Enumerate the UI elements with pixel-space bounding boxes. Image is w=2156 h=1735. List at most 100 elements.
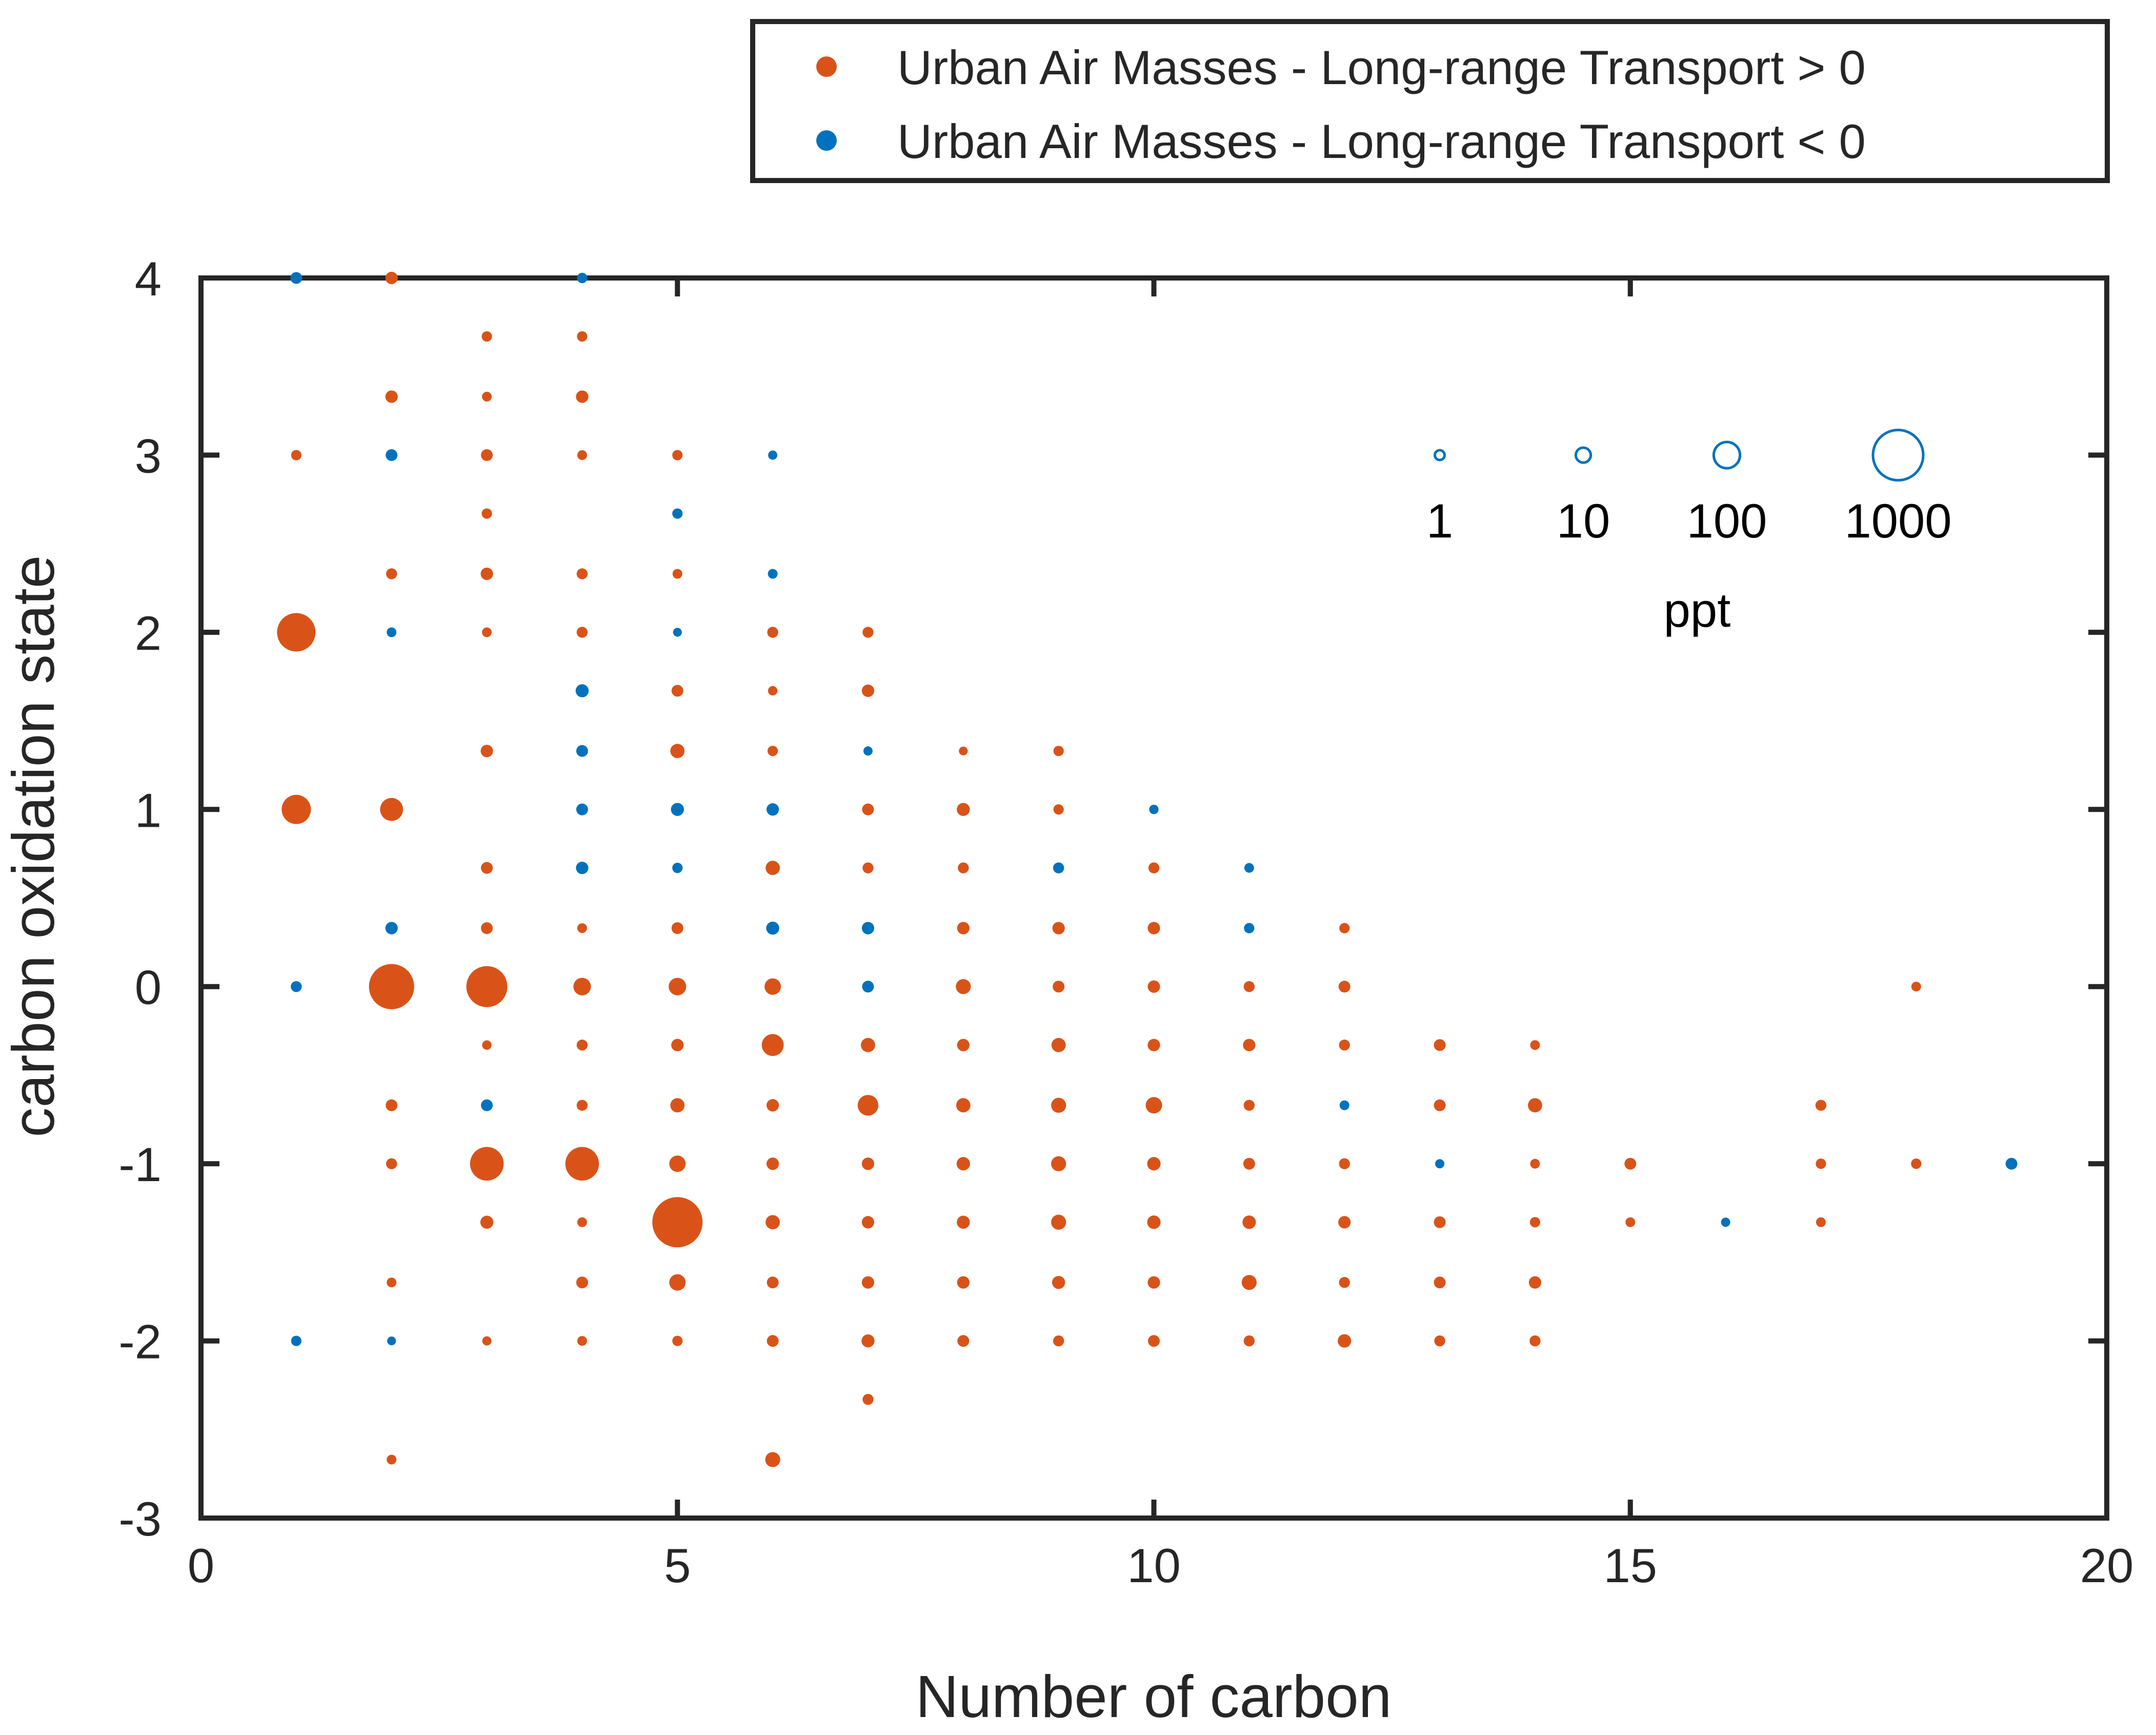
data-point-positive xyxy=(652,1197,703,1248)
data-point-positive xyxy=(1338,981,1351,993)
x-tick-label: 10 xyxy=(1127,1539,1181,1592)
size-legend: ppt 1 10 100 1000 xyxy=(1426,428,1952,637)
data-point-positive xyxy=(1530,1159,1540,1169)
data-point-positive xyxy=(481,331,492,342)
data-point-positive xyxy=(380,797,404,821)
data-point-positive xyxy=(576,568,588,580)
data-point-positive xyxy=(767,1099,779,1112)
data-point-negative xyxy=(1435,1159,1445,1169)
data-point-positive xyxy=(672,1335,683,1346)
data-point-positive xyxy=(862,862,874,873)
data-point-positive xyxy=(765,1215,780,1230)
x-tick-label: 0 xyxy=(188,1539,214,1592)
data-point-positive xyxy=(281,794,311,824)
data-point-positive xyxy=(1053,804,1064,815)
data-point-negative xyxy=(672,508,683,519)
y-tick-label: 0 xyxy=(135,961,162,1014)
data-point-positive xyxy=(386,568,397,580)
data-point-positive xyxy=(1529,1217,1540,1228)
data-point-positive xyxy=(1243,1100,1255,1111)
data-point-negative xyxy=(1149,805,1159,814)
data-point-positive xyxy=(1243,981,1255,992)
y-tick-label: -2 xyxy=(118,1315,162,1369)
data-point-positive xyxy=(1816,1217,1826,1227)
data-point-positive xyxy=(577,1217,587,1227)
data-point-positive xyxy=(1147,922,1160,934)
data-point-positive xyxy=(1339,1158,1350,1169)
data-point-positive xyxy=(1434,1277,1446,1289)
data-point-positive xyxy=(861,1334,875,1348)
data-point-positive xyxy=(577,1336,587,1346)
data-point-positive xyxy=(1529,1335,1541,1347)
y-axis-title: carbon oxidation state xyxy=(0,555,67,1138)
data-point-positive xyxy=(1242,1215,1256,1229)
data-point-positive xyxy=(482,1040,492,1050)
data-point-positive xyxy=(1243,1335,1255,1347)
data-point-positive xyxy=(767,627,778,638)
data-point-negative xyxy=(861,922,875,934)
data-point-positive xyxy=(1530,1040,1540,1050)
data-point-positive xyxy=(1339,1040,1350,1051)
data-point-positive xyxy=(482,1336,492,1346)
data-point-positive xyxy=(576,1040,588,1051)
data-point-negative xyxy=(577,272,588,284)
data-point-positive xyxy=(768,686,778,696)
data-point-positive xyxy=(1148,862,1160,873)
data-point-negative xyxy=(863,746,873,756)
data-point-positive xyxy=(956,1157,970,1171)
size-legend-circle xyxy=(1712,441,1742,470)
data-point-positive xyxy=(369,964,414,1009)
data-point-positive xyxy=(470,1147,504,1181)
data-point-positive xyxy=(1339,923,1350,933)
x-tick-labels: 0 5 10 15 20 xyxy=(188,1539,2133,1592)
size-legend-circle xyxy=(1434,449,1446,462)
data-point-positive xyxy=(669,1155,686,1172)
size-legend-label: 1 xyxy=(1426,494,1453,548)
size-legend-unit: ppt xyxy=(1664,583,1731,637)
data-point-negative xyxy=(671,803,684,816)
data-point-positive xyxy=(291,450,301,461)
data-point-negative xyxy=(291,1335,301,1346)
data-point-positive xyxy=(576,1100,588,1111)
data-point-negative xyxy=(576,862,589,874)
data-point-negative xyxy=(1053,862,1064,873)
data-point-negative xyxy=(387,627,397,637)
data-point-positive xyxy=(481,449,493,461)
y-tick-label: 1 xyxy=(135,783,162,837)
size-legend-circle xyxy=(1574,446,1593,464)
data-point-positive xyxy=(1434,1099,1446,1111)
data-point-negative xyxy=(673,628,682,637)
data-point-negative xyxy=(387,1336,396,1346)
data-point-positive xyxy=(576,627,588,638)
data-point-positive xyxy=(670,744,685,759)
data-point-negative xyxy=(291,981,302,992)
data-point-negative xyxy=(481,1099,493,1111)
data-point-positive xyxy=(671,1039,684,1051)
data-point-positive xyxy=(767,1335,779,1347)
data-point-positive xyxy=(765,1452,780,1467)
data-point-positive xyxy=(672,569,682,579)
data-point-positive xyxy=(1815,1100,1827,1111)
plot-area-frame xyxy=(198,275,2109,1521)
data-point-positive xyxy=(1053,746,1064,756)
x-tick-label: 20 xyxy=(2080,1539,2134,1592)
data-point-positive xyxy=(385,271,398,285)
data-point-positive xyxy=(1145,1097,1162,1114)
data-point-positive xyxy=(861,684,875,697)
data-point-positive xyxy=(480,1215,494,1229)
data-point-positive xyxy=(482,391,492,402)
data-point-positive xyxy=(387,1454,397,1465)
data-point-positive xyxy=(765,861,780,875)
data-point-negative xyxy=(386,449,398,461)
data-point-negative xyxy=(767,803,779,816)
data-point-positive xyxy=(277,613,316,652)
data-point-positive xyxy=(1434,1039,1446,1051)
data-point-positive xyxy=(1148,1335,1160,1347)
y-tick-labels: -3 -2 -1 0 1 2 3 4 xyxy=(118,252,162,1546)
data-point-positive xyxy=(669,1274,686,1291)
size-legend-circle xyxy=(1871,428,1925,482)
data-point-positive xyxy=(1911,1159,1922,1169)
x-axis-title: Number of carbon xyxy=(916,1663,1392,1730)
y-tick-label: -3 xyxy=(118,1492,162,1546)
data-point-positive xyxy=(761,1034,784,1056)
